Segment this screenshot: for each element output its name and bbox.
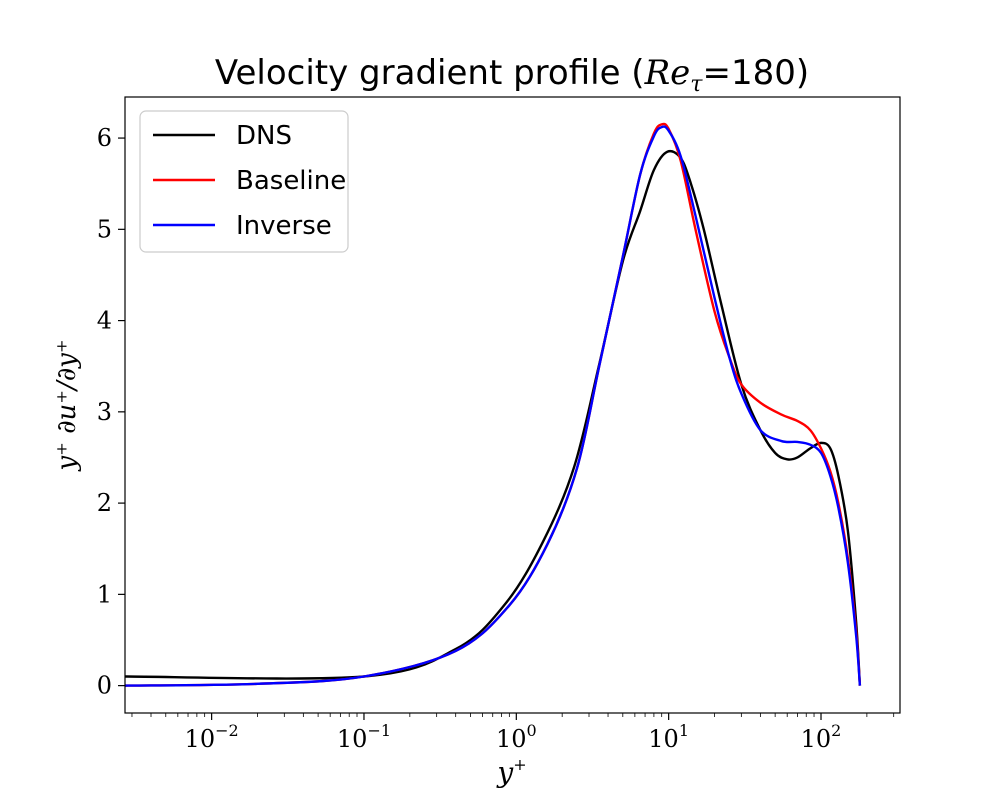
- x-tick-label-2: 100: [496, 721, 537, 753]
- legend-label-inverse: Inverse: [236, 211, 332, 241]
- legend-label-baseline: Baseline: [236, 166, 346, 196]
- series-group: [124, 122, 862, 687]
- x-tick-label-1: 10−1: [337, 721, 391, 753]
- svg-text:y⁺ ∂u⁺/∂y⁺: y⁺ ∂u⁺/∂y⁺: [52, 339, 82, 471]
- y-tick-label-3: 3: [97, 398, 112, 426]
- y-tick-label-5: 5: [97, 215, 112, 243]
- y-tick-label-6: 6: [97, 124, 112, 152]
- legend-box: [139, 110, 349, 253]
- legend: DNS Baseline Inverse: [139, 110, 349, 253]
- y-tick-label-4: 4: [97, 307, 112, 335]
- x-axis-label: y+: [495, 755, 526, 789]
- y-axis-label: y⁺ ∂u⁺/∂y⁺: [52, 339, 82, 471]
- y-tick-label-2: 2: [97, 489, 112, 517]
- y-tick-label-0: 0: [97, 672, 112, 700]
- y-tick-label-1: 1: [97, 580, 112, 608]
- legend-label-dns: DNS: [236, 121, 292, 151]
- x-tick-label-0: 10−2: [185, 721, 239, 753]
- series-line-dns: [124, 149, 862, 686]
- y-axis: 0 1 2 3 4 5 6: [97, 124, 125, 700]
- plot-frame: [124, 96, 901, 714]
- chart-title: Velocity gradient profile (Reτ=180): [215, 53, 809, 97]
- x-tick-label-3: 101: [648, 721, 689, 753]
- series-line-inverse: [124, 125, 862, 687]
- x-tick-label-4: 102: [801, 721, 842, 753]
- x-axis: 10−2 10−1 100 101 102: [131, 713, 895, 753]
